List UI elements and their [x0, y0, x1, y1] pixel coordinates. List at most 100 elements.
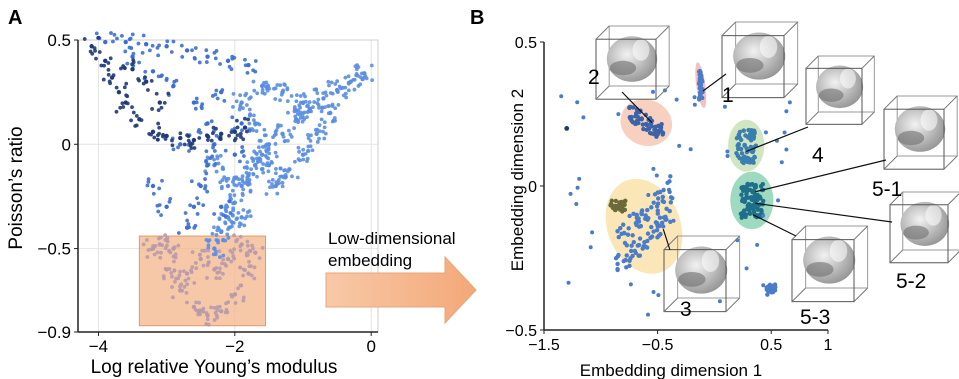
data-point [258, 149, 262, 154]
data-point [249, 273, 254, 278]
data-point [194, 266, 199, 271]
data-point [232, 193, 237, 198]
data-point [651, 200, 656, 205]
data-point [238, 248, 243, 253]
data-point [665, 180, 670, 185]
data-point [344, 95, 349, 100]
data-point [742, 143, 747, 148]
data-point [248, 189, 253, 194]
data-point [588, 245, 593, 250]
data-point [227, 133, 231, 138]
data-point [254, 129, 259, 133]
data-point [369, 63, 374, 68]
data-point [316, 97, 321, 102]
data-point [193, 307, 198, 312]
data-point [176, 145, 180, 150]
data-point [616, 234, 621, 240]
data-point [220, 165, 225, 170]
data-point [243, 216, 248, 221]
cube-edge [663, 297, 678, 312]
data-point [700, 79, 705, 84]
data-point [106, 72, 111, 77]
data-point [214, 233, 219, 237]
data-point [224, 301, 228, 306]
data-point [259, 152, 265, 157]
data-point [232, 233, 236, 238]
data-point [197, 136, 202, 140]
data-point [218, 131, 224, 137]
data-point [745, 135, 751, 140]
data-point [244, 91, 249, 96]
data-point [187, 149, 191, 153]
leader-line [745, 126, 809, 152]
data-point [204, 60, 209, 64]
data-point [106, 61, 111, 65]
data-point [111, 73, 116, 78]
data-point [661, 187, 666, 193]
data-point [623, 257, 628, 263]
data-point [155, 203, 160, 208]
data-point [307, 100, 312, 105]
data-point [251, 172, 256, 177]
data-point [617, 200, 622, 205]
data-point [286, 110, 290, 115]
data-point [191, 137, 197, 143]
data-point [278, 83, 283, 88]
data-point [760, 182, 765, 187]
data-point [224, 177, 229, 181]
data-point [290, 174, 294, 179]
panel-label-a: A [8, 7, 22, 29]
data-point [773, 285, 778, 290]
data-point [623, 198, 628, 204]
data-point [698, 84, 703, 90]
data-point [136, 41, 141, 46]
data-point [146, 177, 151, 182]
data-point [190, 48, 194, 53]
data-point [303, 151, 308, 156]
data-point [94, 56, 98, 61]
data-point [114, 85, 119, 90]
data-point [301, 101, 305, 106]
data-point [761, 213, 766, 218]
panel-b-xlabel: Embedding dimension 1 [580, 361, 762, 379]
data-point [235, 133, 240, 138]
data-point [764, 287, 770, 292]
data-point [163, 267, 168, 271]
cube-edge [663, 235, 678, 250]
data-point [192, 225, 197, 230]
data-point [231, 201, 236, 206]
data-point [326, 104, 330, 109]
data-point [750, 135, 755, 140]
data-point [227, 199, 232, 204]
data-point [630, 233, 635, 238]
data-point [613, 203, 618, 208]
data-point [244, 129, 249, 134]
data-point [239, 121, 244, 126]
data-point [668, 174, 673, 179]
data-point [651, 166, 656, 171]
data-point [146, 180, 151, 184]
embedding-arrow: Low-dimensional embedding [325, 229, 477, 325]
data-point [204, 149, 209, 154]
data-point [185, 282, 190, 287]
data-point [186, 222, 191, 226]
data-point [624, 265, 629, 270]
data-point [626, 226, 631, 231]
data-point [363, 74, 368, 79]
data-point [212, 225, 216, 230]
data-point [654, 227, 660, 233]
x-tick-label: −4 [89, 337, 108, 356]
data-point [206, 260, 211, 265]
data-point [205, 276, 209, 280]
y-tick-label: −0.5 [505, 323, 537, 340]
data-point [336, 102, 341, 107]
data-point [275, 83, 280, 87]
data-point [317, 105, 321, 110]
data-point [141, 33, 146, 38]
cube-edge [883, 95, 898, 110]
data-point [182, 142, 187, 147]
structure-thumbnail-4 [805, 55, 875, 125]
data-point [176, 231, 181, 235]
data-point [235, 118, 239, 123]
data-point [211, 145, 215, 150]
